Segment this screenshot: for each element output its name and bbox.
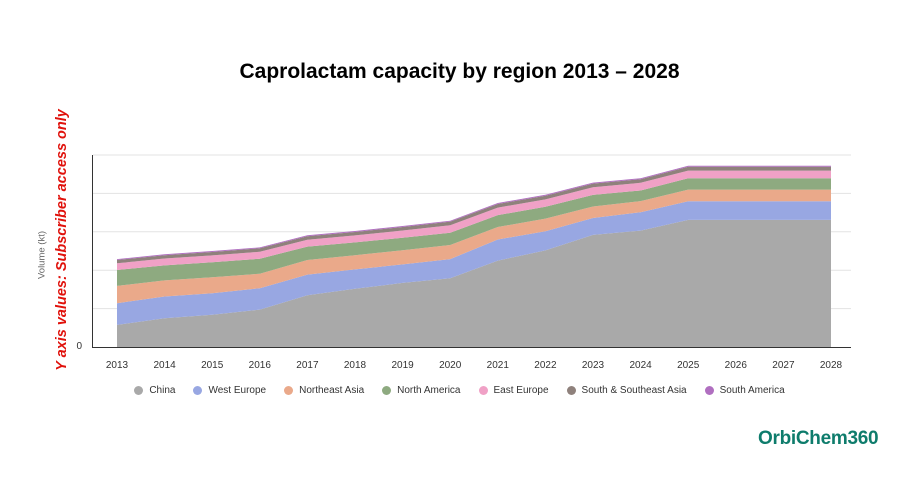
legend-item[interactable]: South America (704, 385, 785, 396)
legend-label: West Europe (208, 385, 267, 396)
x-tick-label: 2020 (439, 360, 462, 371)
legend-item[interactable]: North America (382, 385, 461, 396)
tick-labels: 2013 2014 2015 2016 2017 2018 2019 2020 2021 2022… (76, 341, 842, 371)
y-tick-label: 0 (76, 341, 82, 352)
legend-item[interactable]: East Europe (478, 385, 549, 396)
legend-item[interactable]: South & Southeast Asia (566, 385, 687, 396)
legend-item[interactable]: China (134, 385, 175, 396)
x-tick-label: 2027 (772, 360, 795, 371)
x-tick-label: 2021 (487, 360, 510, 371)
legend-label: North America (397, 385, 461, 396)
x-tick-label: 2013 (106, 360, 129, 371)
chart-title: Caprolactam capacity by region 2013 – 20… (239, 60, 680, 83)
area-east-europe (117, 170, 831, 270)
legend-label: South America (719, 385, 785, 396)
area-south-southeast-asia (117, 166, 831, 264)
legend-item[interactable]: Northeast Asia (284, 385, 364, 396)
x-tick-label: 2026 (725, 360, 748, 371)
x-tick-label: 2014 (153, 360, 176, 371)
x-tick-label: 2022 (534, 360, 557, 371)
area-northeast-asia (117, 189, 831, 304)
x-tick-label: 2028 (820, 360, 843, 371)
legend-label: China (149, 385, 176, 396)
area-series (117, 165, 831, 347)
legend-swatch (284, 386, 294, 395)
legend: China West Europe Northeast Asia North Amer… (0, 385, 919, 396)
x-tick-label: 2024 (629, 360, 652, 371)
x-tick-label: 2019 (391, 360, 414, 371)
x-tick-label: 2017 (296, 360, 319, 371)
x-tick-label: 2016 (249, 360, 272, 371)
legend-swatch (134, 386, 144, 395)
logo-text: OrbiChem360 (758, 428, 879, 449)
area-china (117, 219, 831, 347)
area-north-america (117, 178, 831, 286)
legend-swatch (478, 386, 488, 395)
legend-label: East Europe (493, 385, 549, 396)
x-tick-label: 2018 (344, 360, 367, 371)
x-tick-label: 2025 (677, 360, 700, 371)
legend-label: South & Southeast Asia (581, 385, 687, 396)
legend-item[interactable]: West Europe (193, 385, 266, 396)
legend-label: Northeast Asia (299, 385, 365, 396)
area-west-europe (117, 201, 831, 325)
x-tick-label: 2023 (582, 360, 605, 371)
legend-swatch (704, 386, 714, 395)
legend-swatch (566, 386, 576, 395)
x-tick-label: 2015 (201, 360, 224, 371)
orbichem-logo: OrbiChem360 (758, 428, 879, 450)
legend-swatch (382, 386, 392, 395)
axes (92, 155, 851, 348)
legend-swatch (193, 386, 203, 395)
